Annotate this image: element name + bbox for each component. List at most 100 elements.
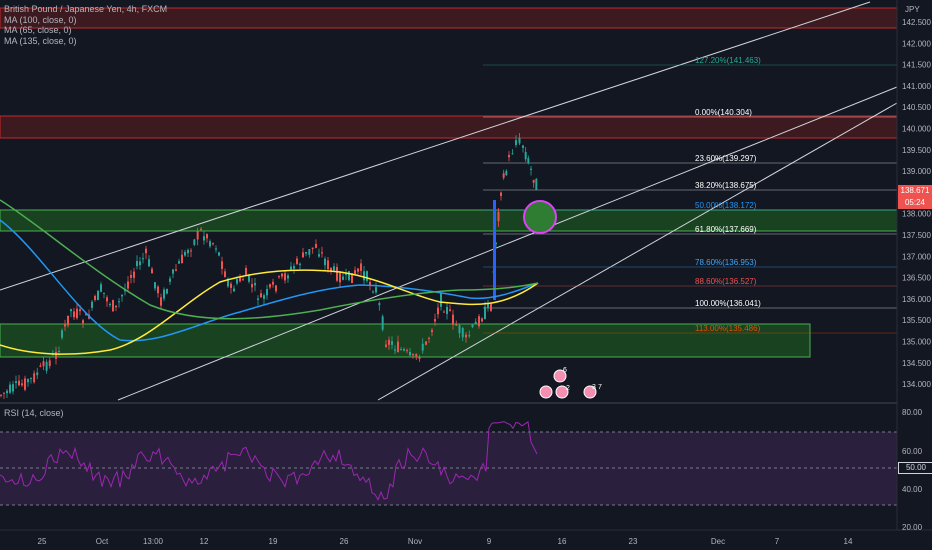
candle-body — [45, 361, 48, 371]
candle-body — [142, 258, 144, 260]
event-badge-icon[interactable] — [555, 385, 569, 399]
candle-body — [254, 283, 256, 286]
candle-body — [136, 261, 138, 267]
candle-body — [281, 273, 283, 277]
event-badges[interactable]: 6 2 3 7 — [539, 367, 602, 399]
candle-body — [527, 158, 530, 164]
candle-body — [200, 228, 202, 230]
candle-body — [324, 258, 326, 266]
candle-body — [345, 273, 347, 275]
ma-100-legend[interactable]: MA (100, close, 0) — [4, 14, 77, 25]
price-tick-label: 139.000 — [902, 167, 931, 176]
candle-body — [236, 279, 238, 284]
candle-body — [471, 324, 474, 328]
candle-body — [160, 297, 162, 306]
candle-body — [431, 329, 433, 333]
candle-body — [478, 316, 480, 327]
candle-body — [437, 307, 439, 315]
candle-body — [406, 350, 408, 352]
candle-body — [458, 325, 461, 334]
symbol-title[interactable]: British Pound / Japanese Yen, 4h, FXCM — [4, 4, 168, 14]
candle-body — [9, 384, 11, 393]
support-zone[interactable] — [0, 209, 898, 232]
candle-body — [24, 378, 26, 390]
candle-body — [269, 284, 271, 288]
candlestick-series — [0, 133, 538, 399]
candle-body — [248, 274, 250, 282]
resistance-zone[interactable] — [0, 115, 898, 139]
candle-body — [339, 272, 341, 283]
candle-body — [85, 313, 87, 316]
candle-body — [333, 266, 335, 271]
time-tick-label: 7 — [775, 537, 780, 546]
event-badge-icon[interactable] — [583, 385, 597, 399]
time-tick-label: 19 — [269, 537, 278, 546]
time-axis[interactable]: 25 Oct 13:00 12 19 26 Nov 9 16 23 Dec 7 14 — [38, 537, 853, 546]
ma-65-legend[interactable]: MA (65, close, 0) — [4, 25, 72, 35]
fibonacci-retracement[interactable]: 127.20%(141.463) 0.00%(140.304) 23.60%(139… — [483, 56, 897, 334]
candle-body — [428, 337, 430, 339]
candle-body — [127, 281, 129, 289]
candle-body — [190, 250, 192, 252]
candle-body — [446, 306, 448, 315]
chart-legend: British Pound / Japanese Yen, 4h, FXCM M… — [4, 4, 167, 46]
candle-body — [100, 284, 102, 292]
candle-body — [209, 241, 211, 247]
candle-body — [145, 248, 147, 254]
candle-body — [272, 281, 274, 285]
candle-body — [372, 291, 374, 293]
fib-level-label: 50.00%(138.172) — [695, 201, 757, 210]
candle-body — [6, 390, 8, 394]
candle-body — [154, 282, 156, 289]
candle-body — [308, 249, 311, 255]
candle-body — [82, 320, 84, 324]
candle-body — [76, 308, 78, 319]
rsi-legend[interactable]: RSI (14, close) — [4, 408, 64, 418]
price-tick-label: 134.500 — [902, 359, 931, 368]
bar-countdown: 05:24 — [898, 197, 932, 209]
candle-body — [522, 145, 524, 148]
candle-body — [318, 254, 320, 257]
price-tick-label: 135.000 — [902, 338, 931, 347]
candle-body — [260, 293, 262, 298]
candle-body — [169, 278, 171, 282]
price-tick-label: 136.500 — [902, 274, 931, 283]
channel-middle-line[interactable] — [117, 86, 898, 401]
rsi-axis[interactable]: 80.00 60.00 40.00 20.00 — [902, 408, 923, 532]
candle-body — [21, 383, 23, 386]
event-badge-icon[interactable] — [553, 369, 567, 383]
candle-body — [70, 309, 72, 312]
event-badge-icon[interactable] — [539, 385, 553, 399]
candle-body — [535, 178, 538, 190]
candle-body — [181, 254, 183, 264]
candle-body — [30, 377, 32, 379]
candle-body — [461, 328, 464, 338]
event-badge-count: 2 — [566, 385, 570, 392]
candle-body — [175, 269, 177, 271]
candle-body — [287, 275, 289, 279]
highlight-circle[interactable] — [523, 200, 557, 234]
candle-body — [187, 249, 189, 254]
candle-body — [375, 287, 377, 293]
channel-upper-line[interactable] — [0, 1, 871, 291]
candle-body — [515, 140, 517, 145]
candle-body — [500, 192, 502, 197]
time-tick-label: Nov — [408, 537, 422, 546]
candle-body — [221, 261, 223, 269]
candle-body — [449, 309, 451, 311]
candle-body — [91, 301, 93, 308]
candle-body — [58, 351, 60, 353]
candle-body — [233, 288, 235, 292]
candle-body — [493, 200, 496, 300]
channel-lower-line[interactable] — [377, 102, 898, 401]
candle-body — [330, 267, 332, 272]
candle-body — [418, 357, 421, 359]
candle-body — [103, 292, 105, 294]
candle-body — [508, 154, 510, 158]
candle-body — [97, 290, 99, 301]
candle-body — [48, 360, 51, 366]
candle-body — [163, 289, 165, 299]
candle-body — [148, 259, 150, 267]
ma-135-legend[interactable]: MA (135, close, 0) — [4, 35, 77, 46]
